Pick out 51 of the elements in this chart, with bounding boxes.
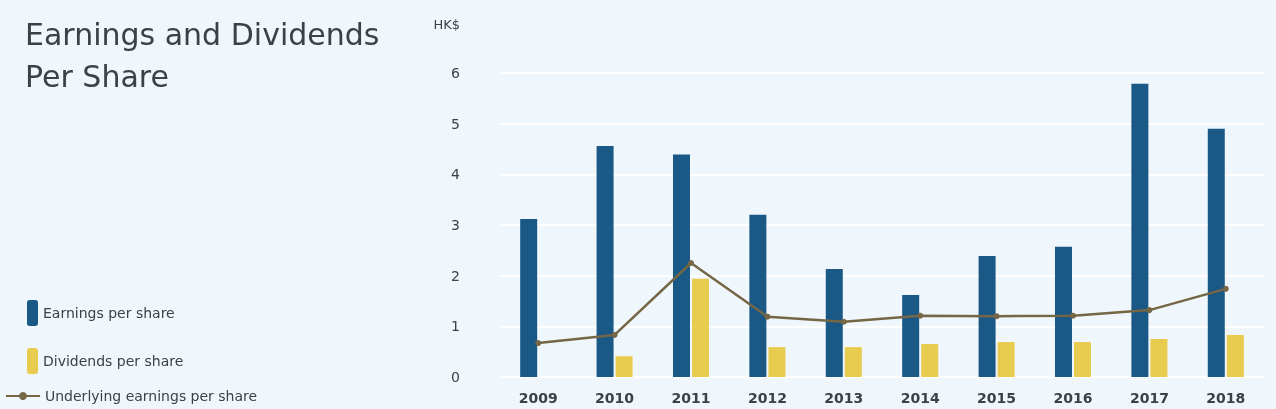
bar bbox=[1131, 83, 1149, 377]
y-tick-label: 1 bbox=[451, 318, 460, 335]
bar bbox=[692, 278, 710, 377]
y-tick-label: 6 bbox=[451, 65, 461, 81]
bar bbox=[749, 214, 767, 377]
y-axis-title: HK$ bbox=[433, 17, 460, 32]
legend-label: Dividends per share bbox=[43, 353, 184, 369]
x-tick-label: 2018 bbox=[1206, 390, 1246, 406]
point bbox=[535, 340, 542, 347]
point bbox=[611, 331, 618, 338]
bar bbox=[844, 347, 862, 377]
point bbox=[764, 313, 771, 320]
x-tick-label: 2009 bbox=[518, 390, 558, 406]
bar bbox=[902, 294, 920, 377]
point bbox=[840, 318, 847, 325]
y-tick-label: 2 bbox=[451, 267, 460, 284]
point bbox=[1070, 312, 1076, 319]
x-tick-label: 2012 bbox=[747, 390, 787, 406]
bar bbox=[825, 269, 843, 377]
y-tick-label: 4 bbox=[451, 166, 461, 183]
bar bbox=[978, 255, 996, 377]
x-tick-label: 2010 bbox=[595, 390, 635, 406]
bar bbox=[1054, 246, 1072, 377]
x-tick-label: 2017 bbox=[1129, 390, 1169, 406]
legend-label: Earnings per share bbox=[43, 305, 175, 321]
bar bbox=[520, 218, 538, 377]
bar bbox=[921, 344, 939, 377]
legend-label: Underlying earnings per share bbox=[45, 388, 258, 404]
x-tick-label: 2016 bbox=[1053, 390, 1093, 406]
bar bbox=[596, 145, 614, 377]
bar bbox=[615, 356, 633, 377]
point bbox=[917, 312, 924, 319]
bar bbox=[1207, 128, 1225, 377]
y-tick-label: 3 bbox=[451, 217, 460, 233]
bar bbox=[997, 342, 1015, 377]
y-tick-label: 0 bbox=[451, 369, 460, 385]
point bbox=[1146, 307, 1153, 314]
bar bbox=[768, 347, 786, 377]
point bbox=[993, 313, 1000, 320]
point bbox=[688, 260, 694, 266]
bar bbox=[1226, 334, 1244, 377]
bar bbox=[1150, 339, 1168, 377]
y-tick-label: 5 bbox=[451, 115, 460, 132]
x-tick-label: 2014 bbox=[900, 390, 940, 406]
x-tick-label: 2011 bbox=[671, 390, 711, 406]
x-tick-label: 2013 bbox=[824, 390, 864, 406]
text: Earnings and Dividends Per Share bbox=[25, 16, 380, 94]
bar bbox=[672, 154, 690, 377]
bar bbox=[1074, 342, 1092, 377]
point bbox=[1222, 285, 1229, 292]
x-tick-label: 2015 bbox=[977, 390, 1017, 406]
